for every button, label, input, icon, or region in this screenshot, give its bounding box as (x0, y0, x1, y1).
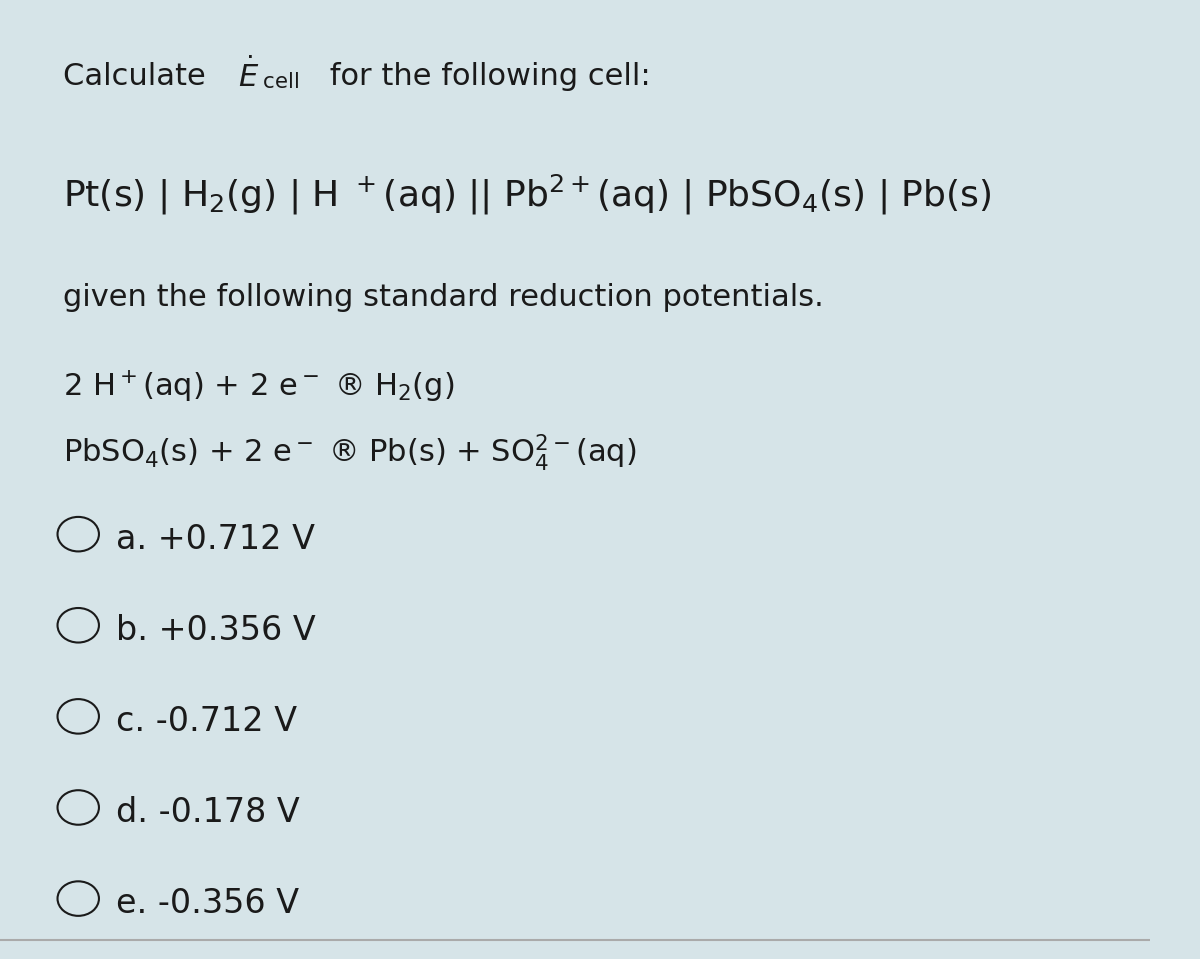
Text: a. +0.712 V: a. +0.712 V (116, 523, 316, 555)
Text: PbSO$_4$(s) + 2 e$^-$ ® Pb(s) + SO$_4^{2-}$(aq): PbSO$_4$(s) + 2 e$^-$ ® Pb(s) + SO$_4^{2… (64, 432, 637, 473)
Text: e. -0.356 V: e. -0.356 V (116, 887, 299, 920)
Text: given the following standard reduction potentials.: given the following standard reduction p… (64, 283, 824, 312)
Text: b. +0.356 V: b. +0.356 V (116, 614, 316, 646)
Text: Calculate: Calculate (64, 62, 216, 91)
Text: c. -0.712 V: c. -0.712 V (116, 705, 298, 737)
Text: Pt(s) | H$_2$(g) | H $^+$(aq) || Pb$^{2+}$(aq) | PbSO$_4$(s) | Pb(s): Pt(s) | H$_2$(g) | H $^+$(aq) || Pb$^{2+… (64, 173, 991, 217)
Text: 2 H$^+$(aq) + 2 e$^-$ ® H$_2$(g): 2 H$^+$(aq) + 2 e$^-$ ® H$_2$(g) (64, 369, 455, 405)
Text: d. -0.178 V: d. -0.178 V (116, 796, 300, 829)
Text: for the following cell:: for the following cell: (320, 62, 650, 91)
Text: $\dot{E}$: $\dot{E}$ (238, 58, 259, 93)
Text: $_{\mathrm{cell}}$: $_{\mathrm{cell}}$ (263, 62, 299, 91)
